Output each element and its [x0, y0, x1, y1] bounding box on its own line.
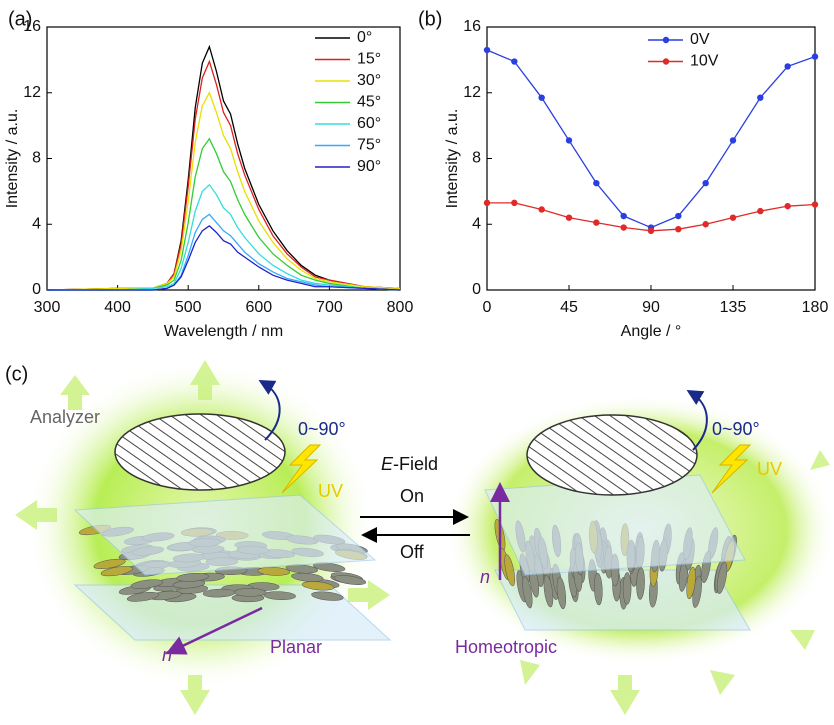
- point: [538, 206, 544, 212]
- chart: (b) 0 45 90 135 180 0 4 8 12 16 Angle / ° Intensity …: [418, 8, 828, 340]
- point: [566, 214, 572, 220]
- figure: (c) Analyzer 0~90° 0~90° UV UV E -Field …: [0, 0, 834, 720]
- y-tick-label: 16: [23, 18, 41, 35]
- point: [757, 94, 763, 100]
- legend-label: 30°: [357, 72, 381, 89]
- point: [675, 226, 681, 232]
- x-tick-label: 600: [245, 299, 272, 316]
- legend-label: 0°: [357, 29, 372, 46]
- x-tick-label: 400: [104, 299, 131, 316]
- y-tick-label: 0: [32, 281, 41, 298]
- x-tick-label: 45: [560, 299, 578, 316]
- analyzer-label: Analyzer: [30, 407, 100, 427]
- point: [757, 208, 763, 214]
- y-tick-label: 8: [472, 150, 481, 167]
- point: [566, 137, 572, 143]
- x-tick-label: 135: [720, 299, 747, 316]
- point: [538, 94, 544, 100]
- x-tick-label: 300: [34, 299, 61, 316]
- homeotropic-label: Homeotropic: [455, 637, 557, 657]
- y-tick-label: 16: [463, 18, 481, 35]
- point: [812, 201, 818, 207]
- y-tick-label: 4: [472, 215, 481, 232]
- rotation-label: 0~90°: [298, 419, 346, 439]
- point: [593, 219, 599, 225]
- point: [620, 213, 626, 219]
- rotation-label: 0~90°: [712, 419, 760, 439]
- series-line: [47, 93, 400, 290]
- x-tick-label: 700: [316, 299, 343, 316]
- x-tick-label: 500: [175, 299, 202, 316]
- point: [702, 180, 708, 186]
- legend-label: 75°: [357, 137, 381, 154]
- field-label: -Field: [393, 454, 438, 474]
- point: [702, 221, 708, 227]
- point: [484, 47, 490, 53]
- legend-marker: [663, 58, 669, 64]
- uv-label: UV: [757, 459, 782, 479]
- series-line: [47, 226, 400, 290]
- x-tick-label: 180: [802, 299, 829, 316]
- x-tick-label: 90: [642, 299, 660, 316]
- series-line: [47, 47, 400, 290]
- legend-label: 15°: [357, 51, 381, 68]
- y-tick-label: 8: [32, 150, 41, 167]
- off-label: Off: [400, 542, 425, 562]
- x-axis-label: Angle / °: [621, 323, 682, 340]
- legend-label: 0V: [690, 31, 710, 48]
- y-axis-label: Intensity / a.u.: [444, 109, 461, 209]
- x-tick-label: 0: [483, 299, 492, 316]
- legend-marker: [663, 37, 669, 43]
- x-axis-label: Wavelength / nm: [164, 323, 283, 340]
- diagram: (c) Analyzer 0~90° 0~90° UV UV E -Field …: [5, 360, 834, 715]
- legend-label: 90°: [357, 158, 381, 175]
- y-tick-label: 12: [23, 84, 41, 101]
- y-tick-label: 0: [472, 281, 481, 298]
- point: [784, 63, 790, 69]
- point: [730, 214, 736, 220]
- on-label: On: [400, 486, 424, 506]
- director-label: n: [480, 567, 490, 587]
- plot-frame: [487, 27, 815, 290]
- point: [675, 213, 681, 219]
- point: [620, 224, 626, 230]
- point: [648, 228, 654, 234]
- analyzer: [115, 414, 285, 490]
- series-line: [47, 214, 400, 290]
- analyzer: [527, 415, 697, 495]
- point: [484, 200, 490, 206]
- panel-label: (c): [5, 363, 28, 385]
- director-label: n: [162, 645, 172, 665]
- molecule: [234, 588, 266, 596]
- point: [511, 200, 517, 206]
- x-tick-label: 800: [387, 299, 414, 316]
- y-tick-label: 4: [32, 215, 41, 232]
- planar-label: Planar: [270, 637, 322, 657]
- molecule: [623, 572, 631, 604]
- uv-label: UV: [318, 481, 343, 501]
- legend-label: 10V: [690, 53, 719, 70]
- series-line: [47, 62, 400, 290]
- series-line: [487, 50, 815, 228]
- point: [784, 203, 790, 209]
- y-tick-label: 12: [463, 84, 481, 101]
- point: [730, 137, 736, 143]
- legend-label: 60°: [357, 115, 381, 132]
- point: [593, 180, 599, 186]
- series-line: [47, 185, 400, 290]
- panel-label: (b): [418, 8, 442, 30]
- plot-frame: [47, 27, 400, 290]
- series-line: [47, 139, 400, 290]
- legend-label: 45°: [357, 94, 381, 111]
- point: [511, 58, 517, 64]
- y-axis-label: Intensity / a.u.: [4, 109, 21, 209]
- point: [812, 53, 818, 59]
